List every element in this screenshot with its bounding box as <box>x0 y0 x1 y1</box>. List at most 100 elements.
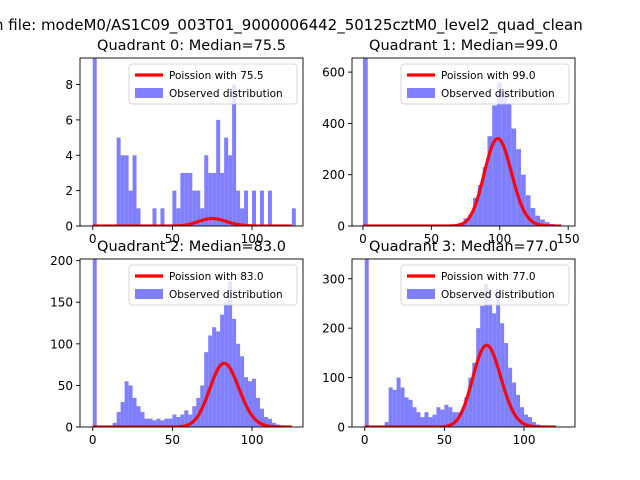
histogram-bar <box>220 314 225 427</box>
plot-area <box>92 58 296 226</box>
histogram-bar <box>508 367 513 427</box>
histogram-bar <box>168 418 173 427</box>
x-tick-label: 0 <box>89 232 97 246</box>
histogram-bar <box>440 409 445 427</box>
histogram-bar <box>116 137 121 226</box>
axes-frame <box>79 57 304 227</box>
legend-bar-swatch <box>407 289 435 299</box>
x-tick-label: 50 <box>424 232 439 246</box>
legend-entry-observed: Observed distribution <box>169 88 283 100</box>
axes-frame <box>79 258 304 428</box>
histogram-bar <box>176 417 181 427</box>
x-tick-label: 50 <box>165 433 180 447</box>
x-tick-label: 0 <box>89 433 97 447</box>
histogram-bar <box>500 323 505 427</box>
histogram-bar <box>472 362 477 427</box>
panel-title: Quadrant 3: Median=77.0 <box>369 239 558 255</box>
x-tick-label: 150 <box>557 232 580 246</box>
legend-box <box>400 63 570 105</box>
axes-frame <box>351 57 576 227</box>
histogram-bar <box>520 407 525 427</box>
figure-suptitle: n file: modeM0/AS1C09_003T01_9000006442_… <box>0 16 583 35</box>
histogram-bar <box>212 172 217 226</box>
histogram-bar <box>256 397 260 427</box>
histogram-bar <box>540 219 545 226</box>
histogram-bar <box>468 377 473 427</box>
histogram-bar <box>228 155 233 226</box>
panel-title: Quadrant 0: Median=75.5 <box>97 38 286 54</box>
histogram-bar <box>516 149 521 226</box>
histogram-bar <box>184 410 189 427</box>
panel-title: Quadrant 1: Median=99.0 <box>369 38 558 54</box>
subplot-quadrant-1: 0 50 100 150 0 200 400 600 Quadrant 1: Median=99… <box>322 38 580 246</box>
histogram-bar <box>477 184 483 226</box>
legend-entry-observed: Observed distribution <box>441 88 555 100</box>
histogram-bar <box>228 281 233 427</box>
histogram-bar <box>148 418 153 427</box>
histogram-bar <box>204 155 209 226</box>
histogram-bar <box>528 417 532 427</box>
histogram-bar <box>132 155 137 226</box>
x-tick-label: 0 <box>361 433 369 447</box>
subplot-quadrant-2: 0 50 100 0 50 100 150 200 Quadrant 2: Median=83.… <box>50 239 304 447</box>
legend-entry-poisson: Poission with 83.0 <box>169 271 264 283</box>
legend-box <box>128 63 298 105</box>
histogram-bar <box>364 259 369 427</box>
subplot-quadrant-3: 0 50 100 0 100 200 300 Quadrant 3: Median=77.0 P… <box>322 239 576 447</box>
panel-title: Quadrant 2: Median=83.0 <box>97 239 286 255</box>
histogram-bar <box>216 331 221 427</box>
legend-entry-observed: Observed distribution <box>441 289 555 301</box>
histogram-bar <box>416 412 421 427</box>
histogram-bar <box>424 412 429 427</box>
y-tick-label: 0 <box>65 421 73 435</box>
histogram-bar <box>516 394 521 427</box>
histogram-bar <box>188 172 193 226</box>
legend-entry-poisson: Poission with 77.0 <box>441 271 536 283</box>
histogram-bar <box>400 387 405 427</box>
y-tick-label: 200 <box>50 254 73 268</box>
histogram-bar <box>271 422 276 427</box>
poisson-curve <box>364 343 556 427</box>
histogram-bar <box>468 214 474 226</box>
histogram-bar <box>362 58 368 226</box>
histogram-bar <box>412 407 417 427</box>
x-tick-label: 100 <box>513 433 536 447</box>
histogram-bar <box>208 335 213 427</box>
subplots: 0 50 100 0 2 4 6 8 Quadrant 0: Median=75.5 Poissi… <box>50 38 580 447</box>
histogram-bar <box>208 172 213 226</box>
histogram-bar <box>259 190 264 226</box>
y-tick-label: 50 <box>58 379 73 393</box>
histogram-bar <box>152 208 157 226</box>
histogram-bar <box>259 408 264 427</box>
plot-area <box>362 58 562 226</box>
histogram-bar <box>112 422 117 427</box>
histogram-bar <box>252 378 257 427</box>
histogram-bar <box>420 417 425 427</box>
histogram-bar <box>188 414 193 427</box>
histogram-bar <box>236 190 241 226</box>
histogram-bar <box>180 414 185 427</box>
histogram-bar <box>240 356 245 427</box>
y-tick-label: 0 <box>337 421 345 435</box>
histogram-bar <box>172 190 177 226</box>
histogram-bar <box>192 190 197 226</box>
histogram-bar <box>530 208 536 226</box>
legend-box <box>128 264 298 306</box>
histogram-bar <box>240 208 245 226</box>
histogram-bar <box>428 417 433 427</box>
histogram-bar <box>120 402 125 427</box>
histogram-bar <box>92 58 97 226</box>
histogram-bar <box>267 418 272 427</box>
histogram-bar <box>180 172 185 226</box>
histogram-bar <box>263 417 268 427</box>
histogram-bar <box>487 136 493 226</box>
histogram-bar <box>496 288 501 427</box>
histogram-bar <box>291 208 296 226</box>
histogram-bar <box>220 172 225 226</box>
histogram-bar <box>160 208 165 226</box>
histogram-bar <box>144 418 149 427</box>
legend-entry-poisson: Poission with 75.5 <box>169 70 264 82</box>
x-tick-label: 50 <box>437 433 452 447</box>
histogram-bar <box>404 397 409 427</box>
